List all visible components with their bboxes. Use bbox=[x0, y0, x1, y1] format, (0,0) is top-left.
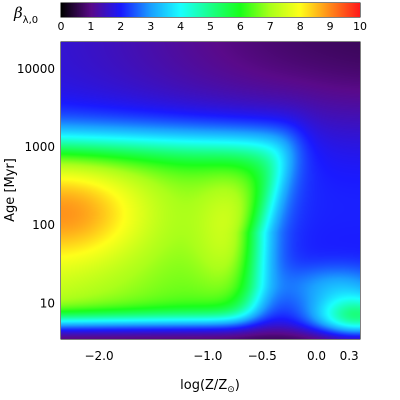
heatmap-plot bbox=[61, 42, 360, 339]
x-axis-label-main: log(Z/Z bbox=[180, 378, 227, 393]
colorbar-tick-label: 6 bbox=[237, 20, 244, 33]
colorbar-tick-label: 2 bbox=[117, 20, 124, 33]
x-axis-ticks: −2.0 −1.0 −0.5 0.0 0.3 bbox=[84, 42, 359, 363]
x-tick-label: 0.0 bbox=[307, 349, 326, 363]
y-tick-label: 100 bbox=[32, 218, 55, 232]
colorbar-tick-label: 5 bbox=[207, 20, 214, 33]
colorbar-tick-label: 10 bbox=[353, 20, 367, 33]
y-axis-label-unit: [Myr] bbox=[3, 158, 18, 192]
colorbar-tick-label: 7 bbox=[267, 20, 274, 33]
colorbar-tick-label: 0 bbox=[58, 20, 65, 33]
x-tick-label: 0.3 bbox=[340, 349, 359, 363]
colorbar-label-symbol: β bbox=[13, 4, 23, 22]
x-tick-label: −1.0 bbox=[193, 349, 222, 363]
colorbar-label: βλ,0 bbox=[13, 4, 38, 26]
x-tick-label: −0.5 bbox=[248, 349, 277, 363]
colorbar-tick-label: 8 bbox=[297, 20, 304, 33]
colorbar-tick-label: 3 bbox=[147, 20, 154, 33]
colorbar-tick-label: 1 bbox=[87, 20, 94, 33]
x-axis-label-close: ) bbox=[235, 378, 240, 393]
y-tick-label: 10 bbox=[40, 296, 55, 310]
y-tick-label: 10000 bbox=[17, 62, 55, 76]
x-tick-label: −2.0 bbox=[84, 349, 113, 363]
x-axis-label: log(Z/Z⊙) bbox=[180, 378, 240, 395]
y-tick-label: 1000 bbox=[24, 140, 55, 154]
colorbar-gradient bbox=[61, 3, 360, 17]
x-axis-label-subscript: ⊙ bbox=[227, 385, 235, 395]
colorbar-tick-label: 4 bbox=[177, 20, 184, 33]
colorbar-ticks: 0 1 2 3 4 5 6 7 8 9 10 bbox=[58, 14, 367, 33]
y-axis-label-main: Age bbox=[3, 197, 18, 222]
colorbar-label-subscript: λ,0 bbox=[23, 15, 38, 26]
y-axis-label: Age [Myr] bbox=[3, 158, 18, 222]
colorbar-tick-label: 9 bbox=[327, 20, 334, 33]
